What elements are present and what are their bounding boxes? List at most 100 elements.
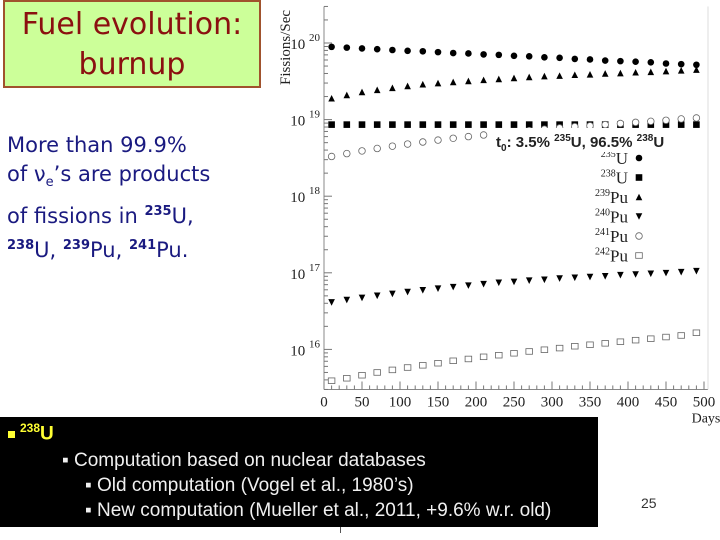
data-point-238u xyxy=(495,121,503,128)
data-point-242pu xyxy=(403,364,412,371)
data-point-242pu xyxy=(616,338,625,345)
data-point-242pu xyxy=(419,362,427,369)
desc-text: Pu. xyxy=(156,238,189,263)
data-point-235u xyxy=(358,45,366,52)
data-point-235u xyxy=(328,43,335,51)
data-point-239pu xyxy=(495,75,503,83)
divider-mark xyxy=(340,527,341,533)
data-point-238u xyxy=(373,121,381,128)
data-point-240pu xyxy=(480,280,487,288)
data-point-235u xyxy=(373,45,381,53)
data-point-239pu xyxy=(601,70,609,77)
data-point-239pu xyxy=(373,86,381,94)
data-point-239pu xyxy=(541,72,548,80)
data-point-241pu xyxy=(677,115,685,123)
data-point-240pu xyxy=(617,271,624,279)
data-point-241pu xyxy=(388,142,397,150)
data-point-240pu xyxy=(434,285,442,293)
data-point-240pu xyxy=(510,278,518,286)
data-point-239pu xyxy=(434,79,442,87)
data-point-235u xyxy=(586,56,594,63)
data-point-239pu xyxy=(632,68,639,76)
data-point-242pu xyxy=(373,369,381,376)
data-point-239pu xyxy=(389,84,396,92)
y-tick-label: 10 19 xyxy=(290,109,320,130)
data-point-238u xyxy=(525,121,533,128)
y-tick-label: 10 20 xyxy=(290,32,320,53)
data-point-240pu xyxy=(328,299,335,306)
data-point-240pu xyxy=(693,267,700,275)
bullet-item: ▪ Old computation (Vogel et al., 1980’s) xyxy=(85,475,414,496)
data-point-240pu xyxy=(358,294,366,302)
data-point-240pu xyxy=(373,292,381,300)
data-point-240pu xyxy=(525,277,533,284)
data-point-238u xyxy=(541,121,548,128)
data-point-239pu xyxy=(571,71,579,79)
data-point-235u xyxy=(693,61,700,69)
x-axis-label: Days xyxy=(692,411,720,426)
data-point-242pu xyxy=(343,375,351,382)
legend-marker-icon xyxy=(635,213,643,220)
desc-line-4: 238U, 239Pu, 241Pu. xyxy=(7,231,277,265)
data-point-235u xyxy=(434,48,442,56)
y-axis-label: Fissions/Sec xyxy=(278,10,294,85)
legend-label: 242Pu xyxy=(595,247,628,266)
data-point-239pu xyxy=(343,91,351,99)
data-point-235u xyxy=(662,60,670,67)
data-point-241pu xyxy=(479,131,488,139)
data-point-242pu xyxy=(647,335,655,342)
legend-marker-icon xyxy=(635,232,643,240)
x-tick-label: 0 xyxy=(320,394,328,410)
data-point-241pu xyxy=(419,138,427,146)
data-point-242pu xyxy=(495,352,503,359)
bottom-info-box: 238U ▪ Computation based on nuclear data… xyxy=(0,417,598,527)
bullet-item: ▪ New computation (Mueller et al., 2011,… xyxy=(85,500,552,521)
data-point-239pu xyxy=(404,82,411,90)
data-point-235u xyxy=(389,46,396,54)
data-point-235u xyxy=(601,57,609,64)
data-point-241pu xyxy=(434,136,442,144)
data-point-242pu xyxy=(601,340,609,347)
data-point-238u xyxy=(419,121,427,128)
data-point-242pu xyxy=(631,336,640,344)
desc-sup: 235 xyxy=(144,204,172,220)
data-point-235u xyxy=(449,49,457,57)
title-line-1: Fuel evolution: xyxy=(21,7,243,42)
data-point-241pu xyxy=(358,147,366,155)
x-tick-label: 300 xyxy=(541,394,564,410)
x-tick-label: 150 xyxy=(427,394,450,410)
data-point-241pu xyxy=(631,118,640,127)
data-point-241pu xyxy=(616,119,625,128)
data-point-241pu xyxy=(647,117,655,126)
data-point-240pu xyxy=(404,288,411,296)
x-tick-label: 400 xyxy=(617,394,640,410)
data-point-242pu xyxy=(388,366,397,374)
desc-line-1: More than 99.9% xyxy=(7,133,187,157)
data-point-239pu xyxy=(480,76,487,84)
heading-text: U xyxy=(40,423,54,445)
data-point-242pu xyxy=(677,332,685,339)
y-tick-label: 10 16 xyxy=(290,338,320,359)
data-point-239pu xyxy=(556,72,563,79)
legend-marker-icon xyxy=(635,174,643,181)
data-point-239pu xyxy=(419,80,427,88)
data-point-239pu xyxy=(525,73,533,81)
data-point-239pu xyxy=(662,67,670,75)
legend-label: 239Pu xyxy=(595,188,628,207)
data-point-238u xyxy=(662,121,670,128)
legend-marker-icon xyxy=(635,154,643,162)
data-point-239pu xyxy=(449,78,457,86)
data-point-239pu xyxy=(647,68,655,76)
data-point-239pu xyxy=(510,74,518,82)
data-point-242pu xyxy=(662,333,670,341)
data-point-242pu xyxy=(510,350,518,357)
legend-marker-icon xyxy=(635,193,643,201)
description-text: More than 99.9% of νe’s are products of … xyxy=(7,131,277,265)
bottom-box-heading: 238U xyxy=(8,421,54,445)
data-point-242pu xyxy=(586,341,594,348)
data-point-235u xyxy=(480,51,487,58)
data-point-238u xyxy=(480,121,487,128)
data-point-239pu xyxy=(328,94,335,102)
data-point-235u xyxy=(571,55,579,63)
data-point-235u xyxy=(556,54,563,62)
